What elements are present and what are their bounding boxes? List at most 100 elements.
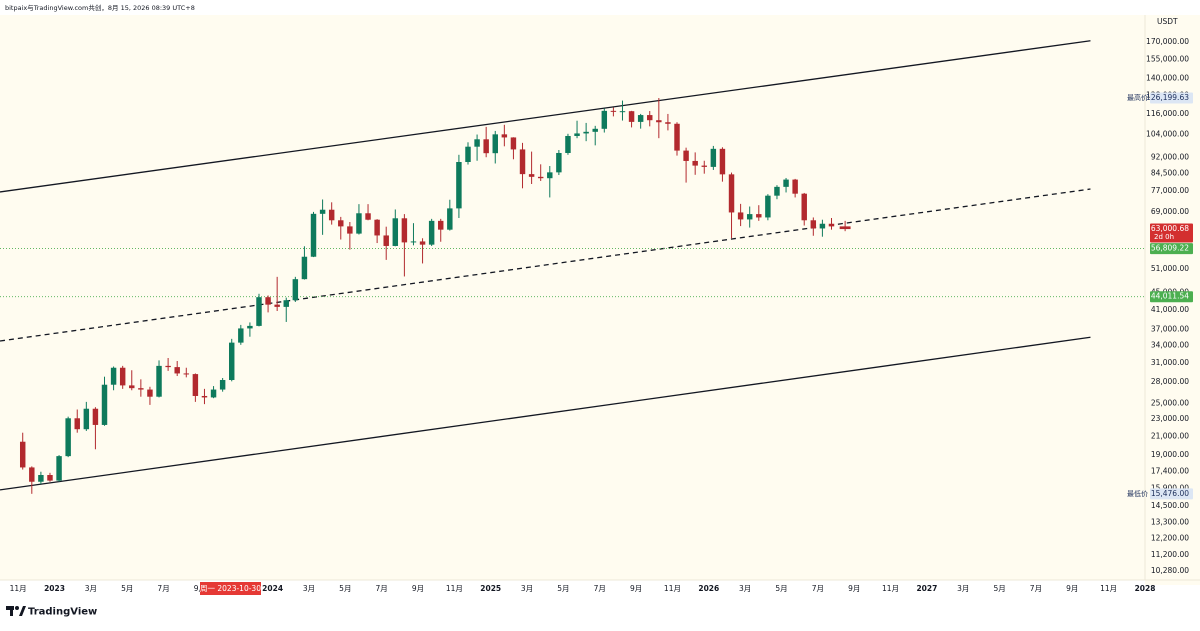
candle-body	[419, 241, 426, 245]
candle-body	[501, 134, 508, 138]
candle-body	[401, 218, 408, 243]
x-tick-label: 11月	[882, 584, 899, 593]
candle-body	[292, 279, 299, 301]
candle-body	[410, 241, 417, 243]
x-tick-label: 2025	[480, 584, 501, 593]
price-label-box	[1150, 291, 1193, 303]
y-tick-label: 15,900.00	[1151, 484, 1189, 493]
candle-body	[701, 165, 707, 167]
candle-body	[210, 389, 217, 398]
candle-body	[637, 115, 644, 122]
candle-body	[465, 146, 471, 162]
candle-body	[492, 134, 498, 154]
y-tick-label: 21,000.00	[1151, 431, 1189, 440]
candle-body	[483, 139, 489, 154]
x-tick-label: 2023	[44, 584, 65, 593]
y-tick-label: 34,000.00	[1151, 340, 1189, 349]
candle-body	[765, 195, 771, 218]
y-tick-label: 11,200.00	[1151, 550, 1189, 559]
candle-body	[428, 220, 435, 245]
crosshair-box	[200, 582, 261, 595]
currency: USDT	[1157, 17, 1178, 26]
x-tick-label: 2024	[262, 584, 283, 593]
candle-body	[601, 110, 608, 129]
price-countdown: 2d 0h	[1154, 233, 1174, 241]
price-label-box	[1150, 243, 1193, 255]
candle-body	[256, 297, 262, 326]
trend-line	[0, 40, 1091, 193]
candle-body	[229, 342, 235, 380]
x-tick-label: 3月	[521, 584, 533, 593]
candle-body	[219, 379, 226, 390]
y-tick-label: 69,000.00	[1151, 207, 1189, 216]
y-tick-label: 10,280.00	[1151, 566, 1189, 575]
crosshair-label: 周一 2023-10-30	[200, 584, 261, 593]
logo-icon	[15, 606, 19, 610]
candle-body	[519, 149, 526, 175]
candle-body	[783, 179, 789, 187]
candle-body	[839, 226, 851, 230]
candle-body	[683, 150, 689, 161]
x-tick-label: 7月	[157, 584, 169, 593]
y-tick-label: 51,000.00	[1151, 264, 1189, 273]
candle-body	[74, 418, 80, 430]
candle-body	[383, 235, 389, 246]
candle-body	[56, 456, 62, 481]
candle-body	[47, 475, 53, 481]
candle-body	[65, 418, 71, 457]
plot-area	[0, 15, 1145, 580]
y-tick-label: 155,000.00	[1146, 54, 1189, 63]
candle-body	[574, 133, 580, 136]
candle-body	[338, 220, 344, 227]
candle-body	[129, 385, 135, 389]
y-tick-label: 17,400.00	[1151, 467, 1189, 476]
x-tick-label: 9月	[1066, 584, 1078, 593]
y-tick-label: 13,300.00	[1151, 517, 1189, 526]
x-tick-label: 9月	[412, 584, 424, 593]
x-tick-label: 11月	[1100, 584, 1117, 593]
candle-body	[710, 148, 717, 167]
x-tick-label: 5月	[339, 584, 351, 593]
y-axis: 170,000.00155,000.00140,000.00128,000.00…	[1127, 37, 1193, 575]
candle-body	[528, 174, 535, 177]
candle-body	[438, 220, 444, 230]
x-tick-label: 3月	[739, 584, 751, 593]
header: bitpaix与TradingView.com共创，8月 15, 2026 08…	[5, 3, 195, 12]
y-tick-label: 84,500.00	[1151, 169, 1189, 178]
price-label-box	[1150, 488, 1193, 500]
candle-body	[737, 212, 744, 220]
candle-body	[310, 213, 317, 257]
candle-body	[474, 139, 480, 147]
plot	[0, 40, 1145, 494]
candle-body	[692, 160, 698, 166]
candle-body	[328, 209, 335, 221]
candle-body	[719, 148, 726, 175]
candle-body	[728, 174, 735, 213]
candle-body	[374, 219, 380, 236]
candle-body	[746, 214, 753, 220]
candle-body	[347, 226, 353, 234]
candle-body	[265, 297, 271, 305]
y-tick-label: 104,000.00	[1146, 130, 1189, 139]
trend-line	[0, 188, 1091, 342]
x-tick-label: 9月	[848, 584, 860, 593]
candle-body	[147, 389, 153, 397]
x-tick-label: 7月	[812, 584, 824, 593]
y-tick-label: 19,000.00	[1151, 450, 1189, 459]
candle-body	[828, 223, 835, 227]
candle-body	[774, 186, 780, 196]
x-tick-label: 11月	[664, 584, 681, 593]
price-tag: 最高价	[1127, 93, 1148, 102]
x-tick-label: 3月	[957, 584, 969, 593]
x-tick-label: 5月	[557, 584, 569, 593]
candle-body	[819, 223, 826, 229]
x-tick-label: 5月	[121, 584, 133, 593]
x-tick-label: 7月	[376, 584, 388, 593]
price-label: 56,809.22	[1151, 244, 1189, 253]
candle-body	[119, 367, 126, 386]
candle-body	[556, 152, 562, 173]
candle-body	[756, 214, 762, 218]
candle-body	[792, 179, 798, 194]
candle-body	[301, 256, 308, 280]
